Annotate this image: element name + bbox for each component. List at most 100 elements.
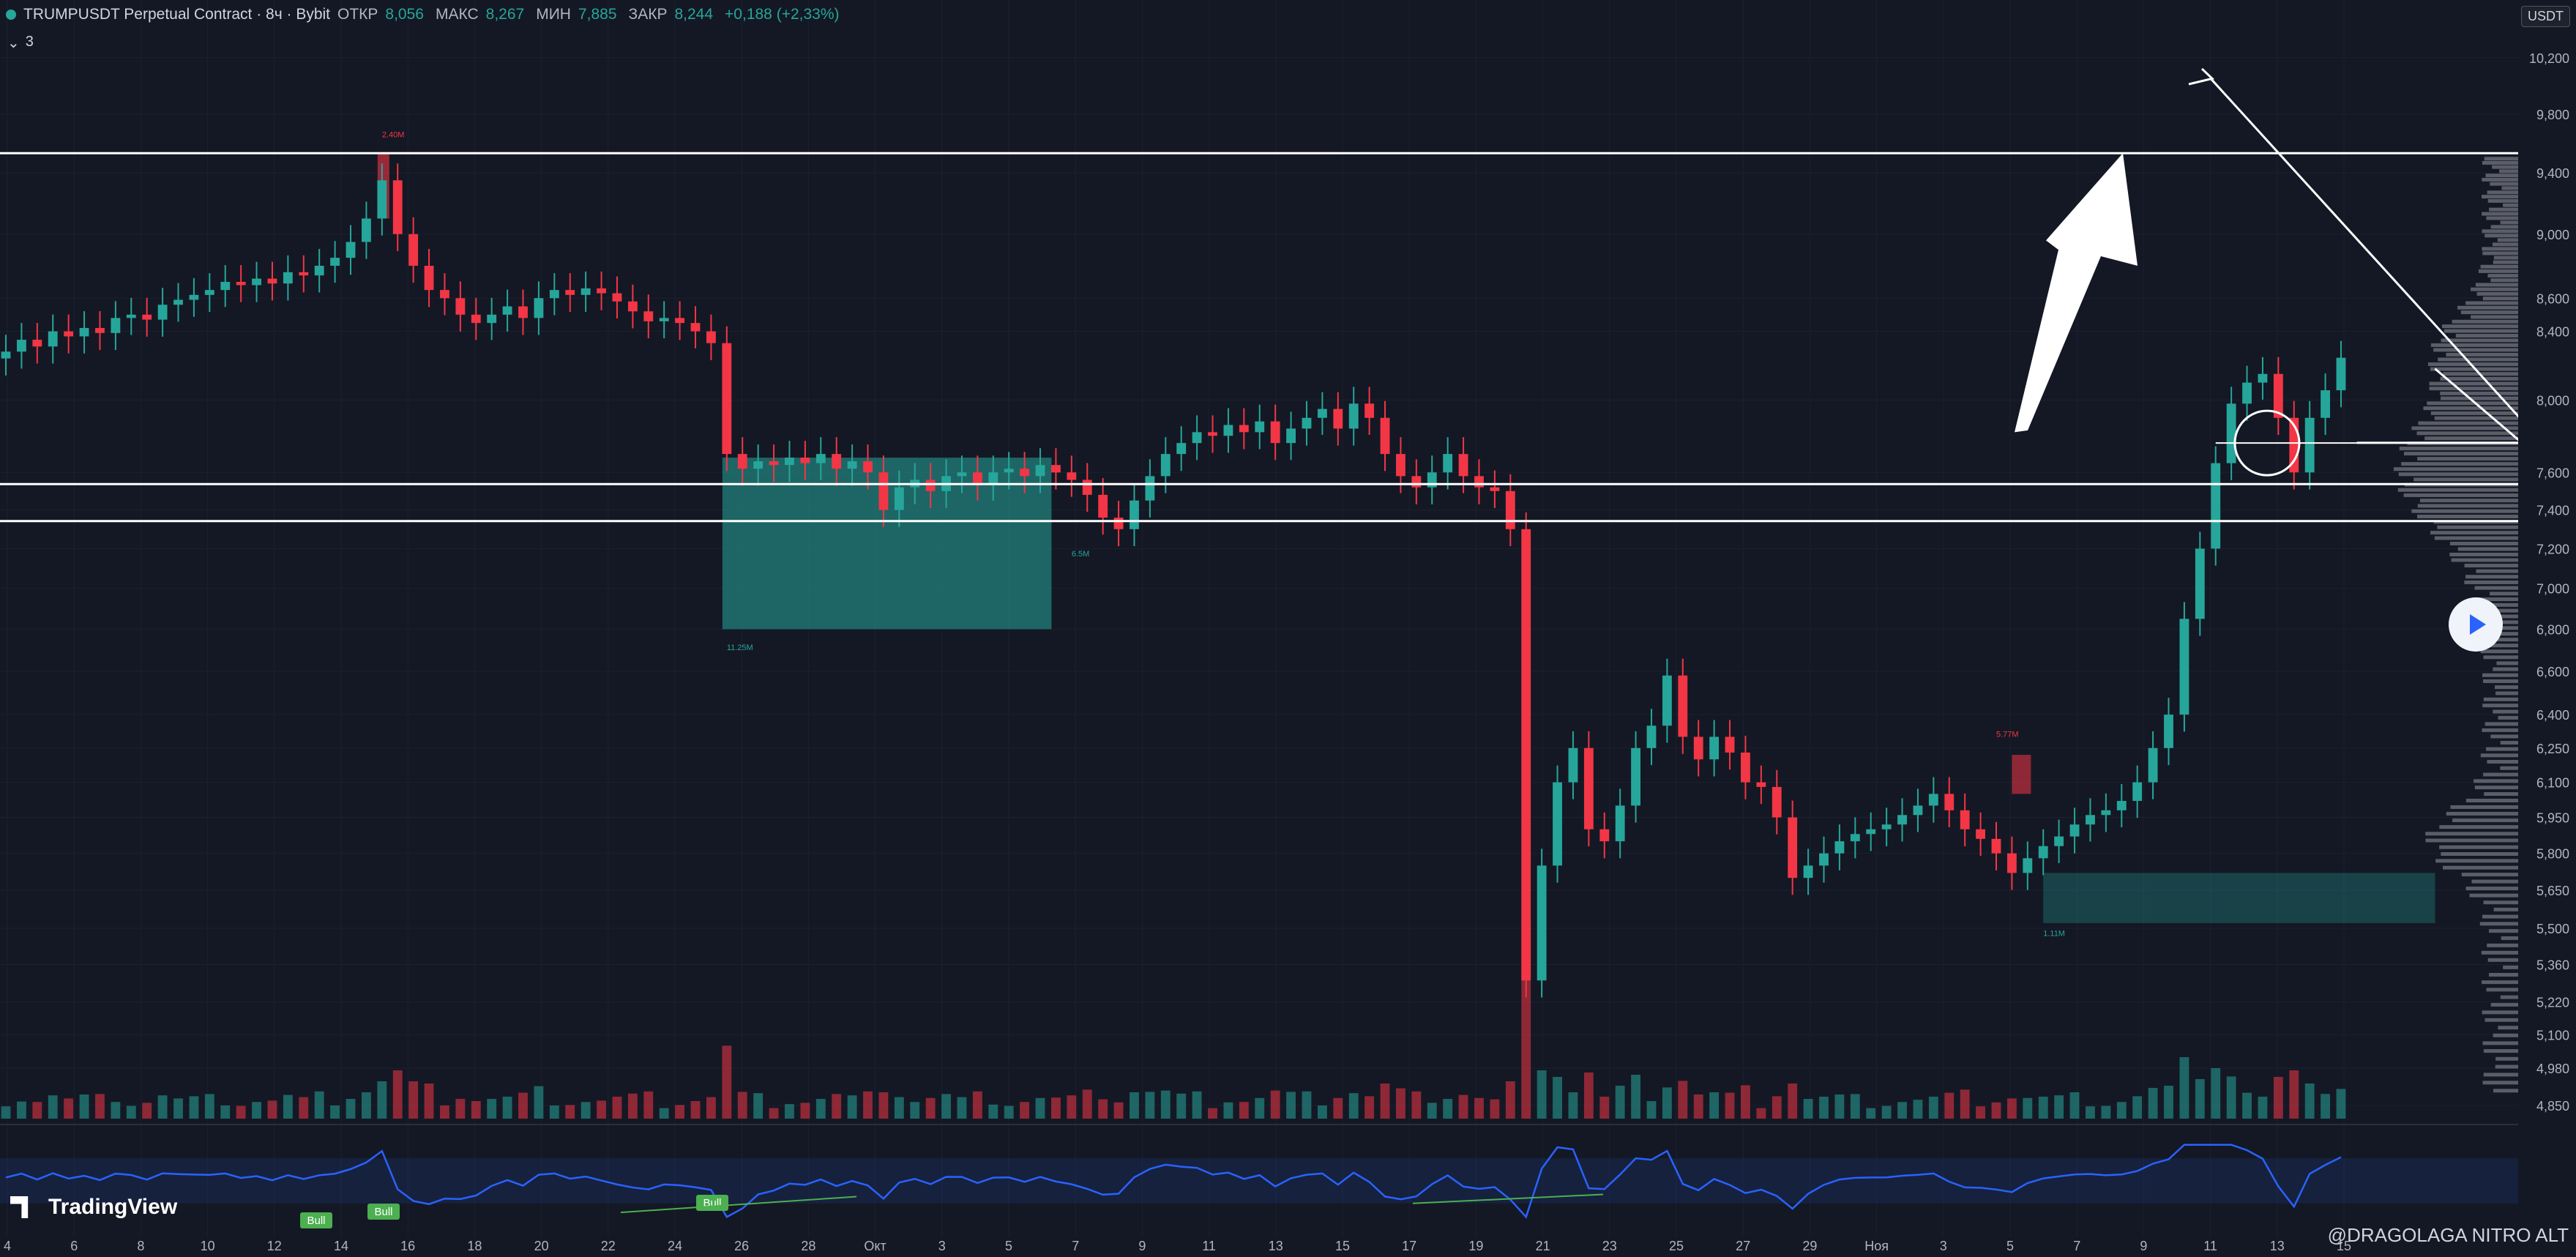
volume-bar: [204, 1094, 214, 1119]
volume-bar: [1741, 1085, 1750, 1119]
author-watermark: @DRAGOLAGA NITRO ALT: [2327, 1224, 2569, 1246]
volume-profile-bar: [2424, 436, 2518, 441]
volume-profile-bar: [2490, 734, 2518, 739]
candle: [2164, 715, 2173, 748]
price-tick-label: 7,000: [2536, 582, 2569, 597]
volume-bar: [2116, 1102, 2127, 1119]
volume-bar: [1553, 1077, 1562, 1119]
volume-bar: [455, 1099, 466, 1119]
zone-annotation: 1.11M: [2043, 929, 2065, 938]
tradingview-logo[interactable]: TradingView: [10, 1195, 177, 1220]
up-arrow: [2015, 153, 2138, 433]
drawings-layer[interactable]: [2015, 67, 2576, 521]
candle: [1051, 465, 1061, 473]
volume-bar: [392, 1070, 403, 1119]
volume-bar: [1662, 1087, 1672, 1119]
candle: [48, 331, 58, 347]
volume-bar: [1067, 1095, 1077, 1119]
close-label: ЗАКР: [628, 6, 668, 23]
volume-profile-bar: [2484, 157, 2518, 161]
candle: [2038, 846, 2048, 859]
candle: [1270, 421, 1280, 444]
candle: [189, 294, 199, 300]
volume-profile-bar: [2493, 907, 2518, 911]
axes-layer[interactable]: 10,200 9,800 9,400 9,000 8,600 8,400 8,000 7,60…: [4, 0, 2576, 1257]
volume-profile-bar: [2495, 1056, 2518, 1061]
candle: [1380, 417, 1390, 455]
volume-profile-bar: [2446, 352, 2518, 357]
volume-profile-bar: [2485, 174, 2518, 178]
candle: [1443, 454, 1453, 473]
time-tick-label: 27: [1736, 1239, 1750, 1253]
volume-bar: [643, 1091, 654, 1119]
volume-profile-bar: [2490, 182, 2518, 186]
volume-profile-bar: [2482, 728, 2518, 732]
candle: [1788, 817, 1798, 879]
volume-profile-bar: [2493, 1033, 2518, 1037]
volume-bar: [346, 1099, 356, 1119]
open-label: ОТКР: [337, 6, 378, 23]
volume-bar: [910, 1102, 920, 1119]
volume-profile-bar: [2480, 649, 2518, 654]
play-button[interactable]: [2449, 597, 2503, 652]
candle: [157, 305, 168, 320]
volume-bar: [1, 1106, 11, 1119]
volume-profile-bar: [2444, 329, 2518, 333]
volume-bar: [1474, 1097, 1484, 1119]
volume-bar: [988, 1104, 998, 1119]
volume-profile-bar: [2474, 786, 2518, 790]
candle: [549, 290, 559, 299]
volume-bar: [1348, 1093, 1359, 1119]
volume-profile-bar: [2493, 1089, 2518, 1093]
time-tick-label: 24: [668, 1239, 682, 1253]
candle: [502, 306, 512, 315]
projection-arrowhead: [2188, 67, 2215, 86]
candle: [1678, 675, 1688, 737]
candle: [659, 318, 669, 321]
volume-profile-bar: [2434, 416, 2518, 420]
volume-profile-bar: [2465, 798, 2518, 802]
time-tick-label: 13: [2270, 1239, 2285, 1253]
volume-bar: [518, 1092, 528, 1119]
volume-bar: [753, 1093, 764, 1119]
volume-profile-bar: [2493, 667, 2518, 671]
volume-profile-bar: [2488, 972, 2518, 977]
volume-bar: [440, 1105, 449, 1119]
symbol-title[interactable]: TRUMPUSDT Perpetual Contract · 8ч · Bybi…: [23, 6, 331, 23]
candle: [597, 288, 606, 294]
time-tick-label: 23: [1602, 1239, 1617, 1253]
tradingview-logo-text: TradingView: [48, 1195, 178, 1219]
volume-profile-bar: [2441, 338, 2518, 343]
candle: [737, 454, 747, 469]
time-tick-label: Окт: [864, 1239, 886, 1253]
volume-bar: [1411, 1091, 1422, 1119]
indicators-toggle[interactable]: ⌄ 3: [7, 34, 34, 52]
levels-layer[interactable]: 9,5327,7617,5377,3428,2444,75M: [0, 144, 2574, 1091]
candle: [346, 242, 356, 258]
currency-button[interactable]: USDT: [2521, 6, 2570, 27]
price-tick-label: 7,200: [2536, 542, 2569, 556]
volume-profile-bar: [2417, 504, 2518, 508]
volume-profile-bar: [2503, 965, 2518, 969]
candle: [95, 328, 105, 333]
volume-profile-bar: [2497, 638, 2518, 642]
price-tick-label: 8,000: [2536, 394, 2569, 409]
candle: [1583, 747, 1594, 829]
volume-bar: [2321, 1094, 2331, 1119]
change-value: +0,188 (+2,33%): [725, 6, 840, 23]
volume-profile-bar: [2484, 792, 2518, 797]
volume-bar: [424, 1083, 434, 1119]
volume-profile-bar: [2483, 1073, 2518, 1077]
volume-bar: [142, 1103, 152, 1119]
price-tick-label: 9,800: [2536, 108, 2569, 122]
volume-profile-bar: [2393, 467, 2518, 471]
candle: [204, 290, 214, 295]
candle: [1772, 786, 1782, 818]
candle: [1082, 480, 1092, 495]
volume-profile-bar: [2479, 922, 2518, 926]
volume-profile-bar: [2480, 264, 2518, 269]
volume-profile-bar: [2430, 531, 2518, 535]
candle: [690, 323, 701, 332]
candle: [815, 454, 826, 463]
